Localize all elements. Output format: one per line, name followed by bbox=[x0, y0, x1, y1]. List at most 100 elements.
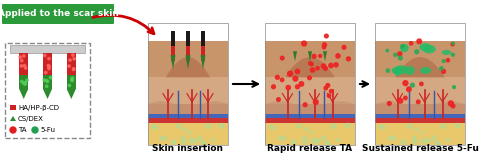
Circle shape bbox=[272, 85, 276, 89]
Circle shape bbox=[280, 56, 284, 60]
Bar bbox=[43, 75, 52, 89]
Circle shape bbox=[293, 76, 298, 81]
Circle shape bbox=[318, 54, 322, 58]
Polygon shape bbox=[10, 116, 16, 121]
Circle shape bbox=[48, 57, 50, 60]
Circle shape bbox=[72, 54, 74, 56]
Circle shape bbox=[322, 43, 326, 47]
Circle shape bbox=[312, 138, 316, 143]
Circle shape bbox=[317, 140, 320, 142]
Circle shape bbox=[442, 69, 446, 73]
Circle shape bbox=[408, 124, 412, 128]
Circle shape bbox=[73, 58, 76, 60]
Bar bbox=[10, 45, 85, 53]
Circle shape bbox=[72, 68, 75, 71]
Text: CS/DEX: CS/DEX bbox=[18, 116, 44, 122]
Circle shape bbox=[416, 100, 420, 104]
Circle shape bbox=[22, 82, 25, 84]
Bar bbox=[265, 114, 355, 118]
Circle shape bbox=[68, 65, 70, 67]
Ellipse shape bbox=[423, 45, 436, 53]
Bar bbox=[375, 104, 465, 114]
Circle shape bbox=[219, 123, 224, 128]
Ellipse shape bbox=[420, 67, 432, 74]
Circle shape bbox=[452, 53, 454, 56]
Polygon shape bbox=[43, 89, 52, 99]
Ellipse shape bbox=[396, 65, 407, 74]
Circle shape bbox=[398, 52, 402, 56]
Bar bbox=[265, 41, 355, 43]
Circle shape bbox=[324, 34, 328, 38]
Bar bbox=[171, 31, 175, 46]
Circle shape bbox=[314, 100, 318, 104]
Polygon shape bbox=[186, 55, 190, 69]
Bar bbox=[43, 53, 52, 75]
Circle shape bbox=[160, 137, 163, 140]
Polygon shape bbox=[19, 89, 28, 99]
Circle shape bbox=[452, 42, 454, 45]
Bar bbox=[19, 53, 28, 75]
Circle shape bbox=[452, 86, 456, 89]
Circle shape bbox=[342, 45, 346, 49]
Circle shape bbox=[71, 77, 74, 79]
Bar bbox=[265, 118, 355, 123]
Circle shape bbox=[24, 82, 26, 84]
Bar bbox=[148, 77, 228, 104]
Circle shape bbox=[386, 69, 390, 72]
Circle shape bbox=[310, 68, 314, 72]
Circle shape bbox=[280, 78, 284, 82]
Circle shape bbox=[69, 59, 71, 61]
Circle shape bbox=[428, 140, 430, 142]
Circle shape bbox=[270, 125, 272, 128]
Circle shape bbox=[388, 102, 391, 105]
Circle shape bbox=[451, 43, 454, 46]
Bar bbox=[265, 104, 355, 114]
Circle shape bbox=[334, 63, 338, 67]
Circle shape bbox=[388, 137, 392, 140]
Circle shape bbox=[392, 136, 396, 140]
Bar bbox=[375, 123, 465, 145]
Circle shape bbox=[422, 138, 426, 143]
Circle shape bbox=[308, 62, 312, 65]
Circle shape bbox=[43, 79, 46, 81]
Bar bbox=[186, 38, 190, 61]
Circle shape bbox=[188, 132, 190, 134]
Polygon shape bbox=[308, 51, 312, 61]
Circle shape bbox=[322, 64, 326, 68]
Bar bbox=[265, 41, 355, 77]
Circle shape bbox=[278, 137, 281, 140]
Ellipse shape bbox=[404, 66, 415, 75]
Circle shape bbox=[152, 125, 155, 128]
Bar bbox=[375, 41, 465, 43]
Circle shape bbox=[398, 56, 402, 60]
Bar bbox=[148, 41, 228, 77]
Text: TA: TA bbox=[18, 127, 26, 133]
Bar bbox=[148, 123, 228, 145]
Bar bbox=[375, 77, 465, 104]
Circle shape bbox=[22, 55, 25, 57]
Circle shape bbox=[318, 140, 320, 142]
Bar bbox=[375, 118, 465, 123]
Circle shape bbox=[71, 79, 73, 81]
Circle shape bbox=[296, 69, 300, 74]
Circle shape bbox=[310, 132, 312, 134]
Circle shape bbox=[381, 126, 385, 130]
Polygon shape bbox=[265, 57, 355, 77]
Ellipse shape bbox=[392, 70, 400, 74]
Circle shape bbox=[406, 87, 411, 91]
Circle shape bbox=[162, 136, 166, 140]
Bar bbox=[375, 114, 465, 118]
Circle shape bbox=[432, 136, 436, 140]
Bar bbox=[265, 77, 355, 104]
Circle shape bbox=[68, 84, 70, 87]
Circle shape bbox=[346, 57, 350, 61]
Circle shape bbox=[48, 66, 50, 68]
Circle shape bbox=[286, 85, 290, 90]
Bar bbox=[201, 38, 205, 61]
Circle shape bbox=[402, 140, 406, 144]
FancyBboxPatch shape bbox=[2, 4, 114, 24]
Circle shape bbox=[201, 141, 206, 146]
Circle shape bbox=[206, 124, 210, 129]
Circle shape bbox=[194, 140, 197, 142]
Polygon shape bbox=[148, 57, 228, 77]
